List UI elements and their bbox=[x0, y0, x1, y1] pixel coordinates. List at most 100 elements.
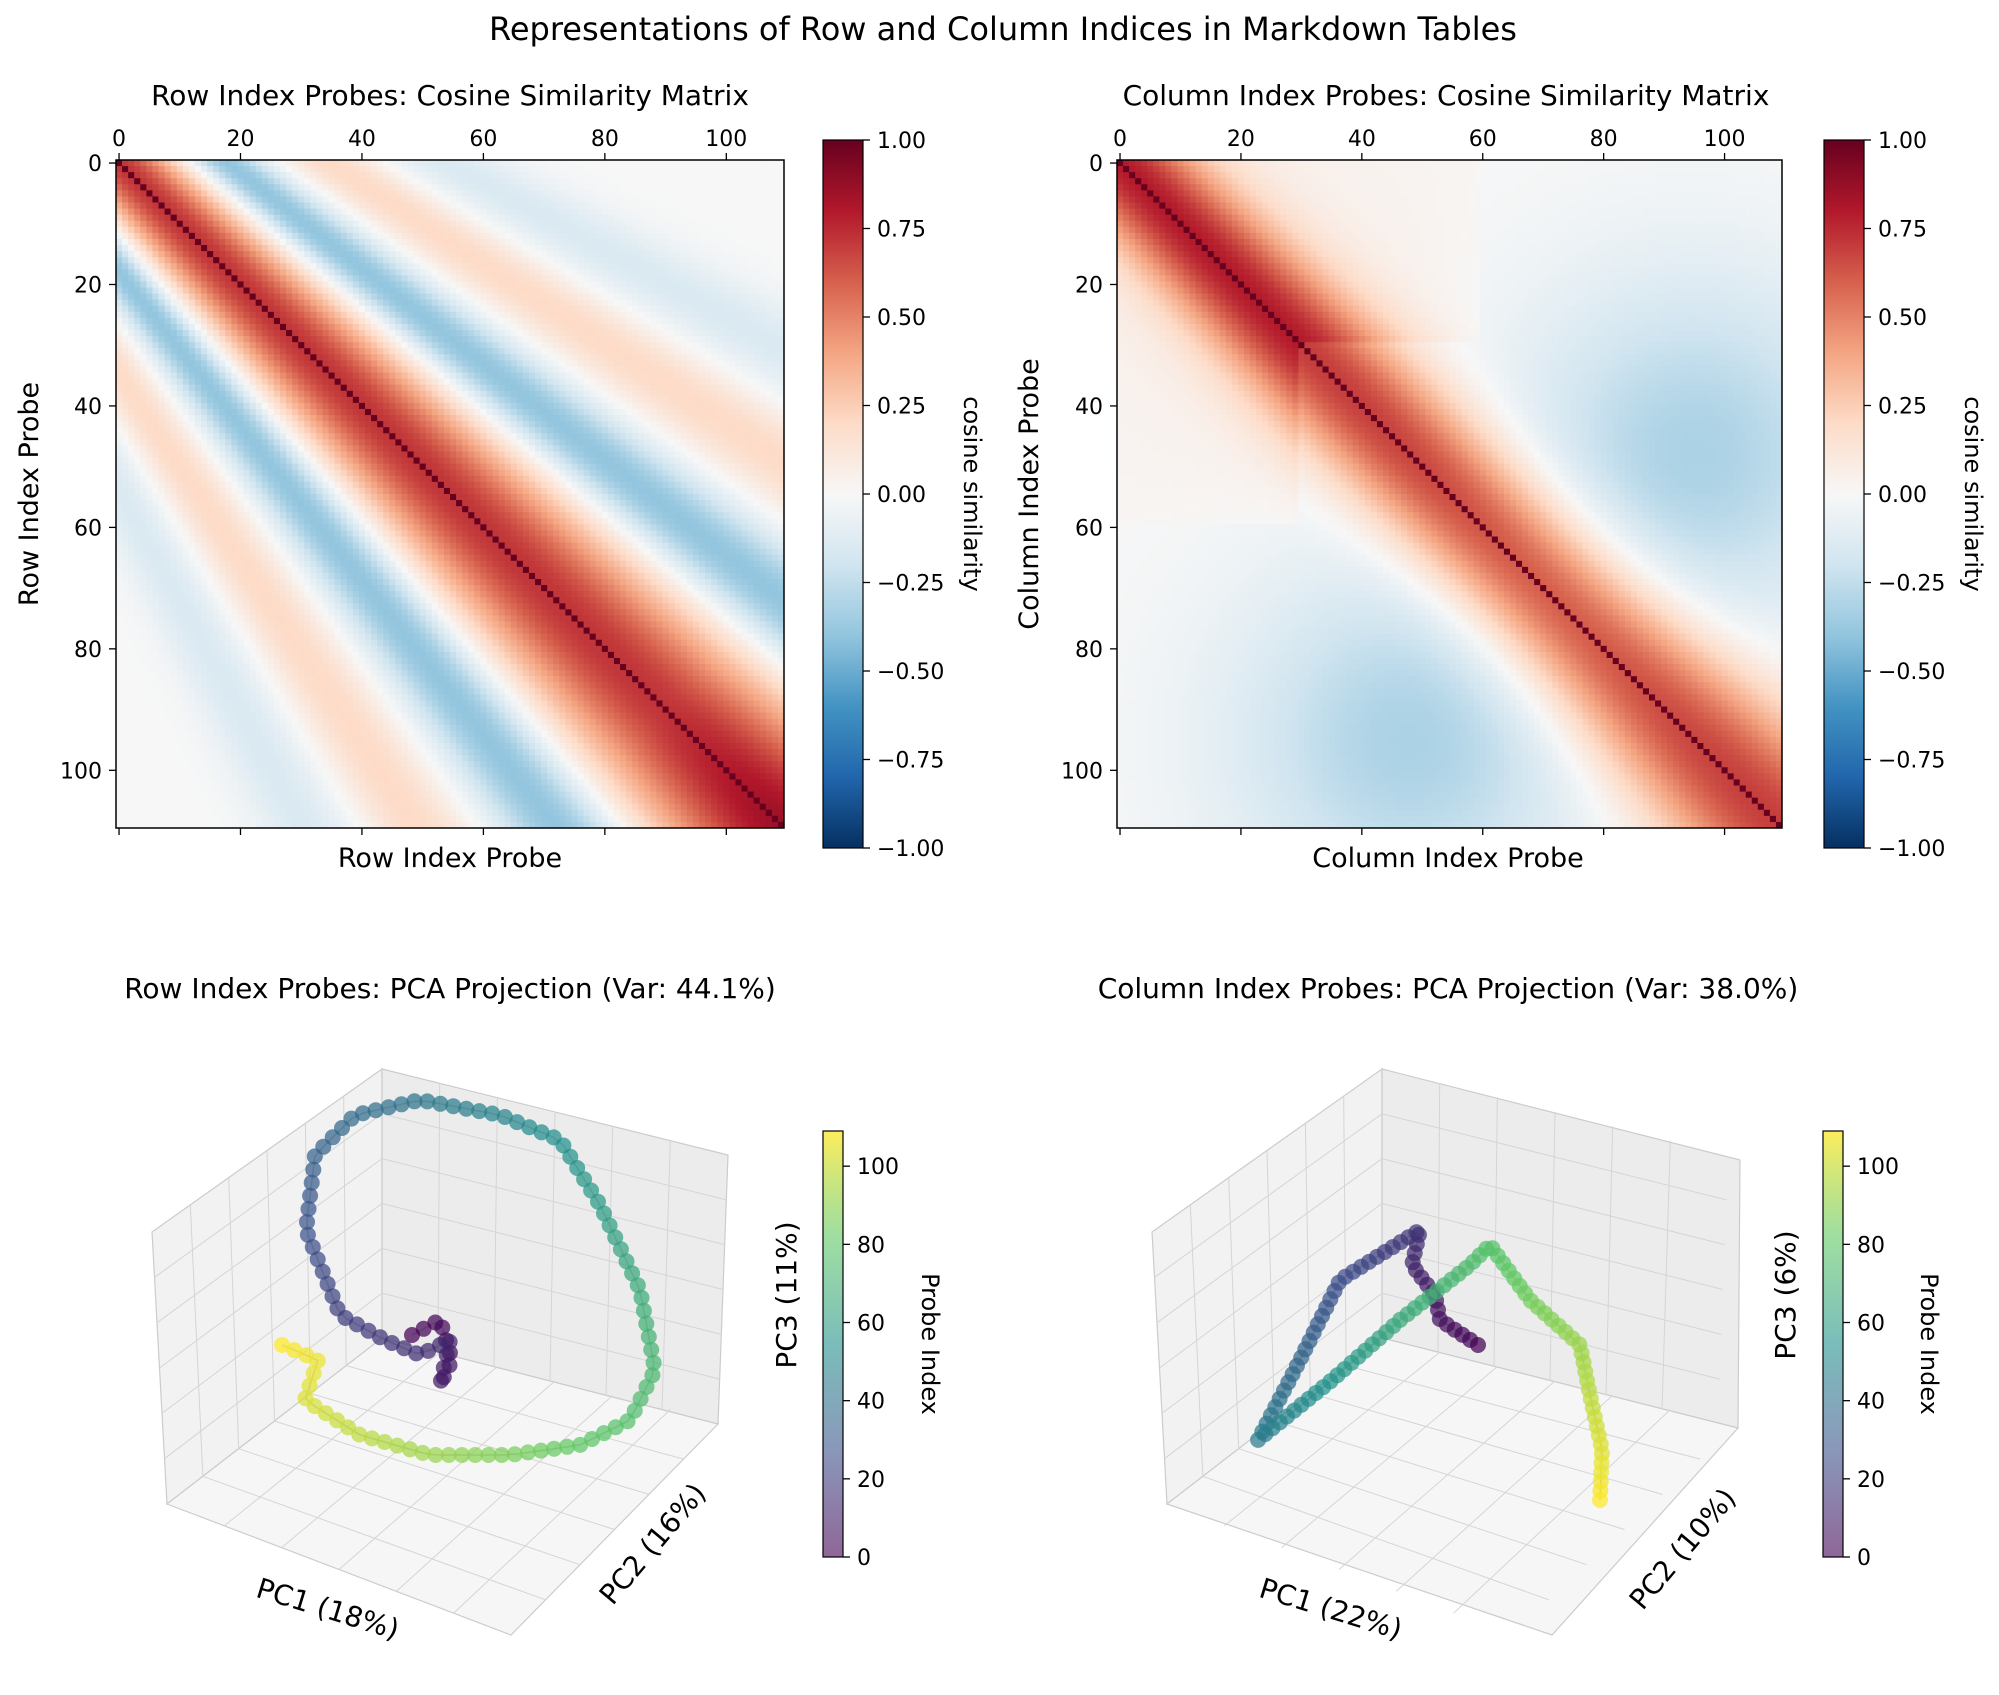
heatmap-cell bbox=[310, 233, 317, 240]
heatmap-cell bbox=[383, 227, 390, 234]
heatmap-cell bbox=[729, 166, 736, 173]
heatmap-cell bbox=[529, 178, 536, 185]
heatmap-cell bbox=[347, 172, 354, 179]
heatmap-cell bbox=[250, 166, 257, 173]
heatmap-cell bbox=[165, 190, 172, 197]
heatmap-cell bbox=[493, 227, 500, 234]
heatmap-cell bbox=[262, 239, 269, 246]
heatmap-cell bbox=[741, 160, 748, 167]
heatmap-cell bbox=[517, 160, 524, 167]
heatmap-cell bbox=[316, 178, 323, 185]
heatmap-cell bbox=[553, 184, 560, 191]
heatmap-cell bbox=[456, 245, 463, 252]
heatmap-cell bbox=[578, 160, 585, 167]
heatmap-cell bbox=[644, 184, 651, 191]
heatmap-cell bbox=[383, 160, 390, 167]
heatmap-cell bbox=[626, 178, 633, 185]
heatmap-cell bbox=[426, 221, 433, 228]
heatmap-cell bbox=[608, 160, 615, 167]
heatmap-cell bbox=[310, 251, 317, 258]
heatmap-cell bbox=[687, 172, 694, 179]
heatmap-cell bbox=[741, 184, 748, 191]
heatmap-cell bbox=[219, 245, 226, 252]
heatmap-cell bbox=[177, 239, 184, 246]
heatmap-cell bbox=[748, 227, 755, 234]
heatmap-cell bbox=[748, 190, 755, 197]
heatmap-cell bbox=[377, 251, 384, 258]
heatmap-cell bbox=[116, 245, 123, 252]
heatmap-cell bbox=[748, 184, 755, 191]
heatmap-cell bbox=[310, 227, 317, 234]
heatmap-cell bbox=[219, 251, 226, 258]
heatmap-cell bbox=[298, 245, 305, 252]
heatmap-cell bbox=[250, 184, 257, 191]
heatmap-cell bbox=[590, 209, 597, 216]
heatmap-cell bbox=[353, 184, 360, 191]
heatmap-cell bbox=[687, 221, 694, 228]
heatmap-cell bbox=[134, 172, 141, 179]
heatmap-cell bbox=[426, 239, 433, 246]
heatmap-cell bbox=[122, 203, 129, 210]
heatmap-cell bbox=[134, 251, 141, 258]
heatmap-cell bbox=[735, 239, 742, 246]
heatmap-cell bbox=[511, 227, 518, 234]
heatmap-cell bbox=[152, 227, 159, 234]
heatmap-cell bbox=[256, 160, 263, 167]
heatmap-cell bbox=[529, 203, 536, 210]
heatmap-cell bbox=[213, 233, 220, 240]
heatmap-cell bbox=[444, 190, 451, 197]
heatmap-cell bbox=[353, 203, 360, 210]
heatmap-cell bbox=[505, 221, 512, 228]
heatmap-cell bbox=[468, 209, 475, 216]
heatmap-cell bbox=[729, 196, 736, 203]
heatmap-cell bbox=[438, 196, 445, 203]
heatmap-cell bbox=[237, 227, 244, 234]
heatmap-cell bbox=[474, 160, 481, 167]
heatmap-cell bbox=[529, 196, 536, 203]
heatmap-cell bbox=[365, 239, 372, 246]
heatmap-cell bbox=[225, 209, 232, 216]
heatmap-cell bbox=[675, 233, 682, 240]
heatmap-cell bbox=[329, 239, 336, 246]
heatmap-cell bbox=[650, 245, 657, 252]
heatmap-cell bbox=[359, 172, 366, 179]
heatmap-cell bbox=[225, 215, 232, 222]
heatmap-cell bbox=[183, 227, 190, 234]
heatmap-cell bbox=[754, 190, 761, 197]
heatmap-cell bbox=[517, 172, 524, 179]
figure-title: Representations of Row and Column Indice… bbox=[489, 10, 1517, 48]
heatmap-cell bbox=[663, 227, 670, 234]
heatmap-cell bbox=[146, 239, 153, 246]
heatmap-cell bbox=[656, 196, 663, 203]
heatmap-cell bbox=[329, 245, 336, 252]
heatmap-cell bbox=[602, 160, 609, 167]
heatmap-cell bbox=[414, 184, 421, 191]
heatmap-cell bbox=[268, 203, 275, 210]
heatmap-cell bbox=[316, 251, 323, 258]
heatmap-cell bbox=[717, 209, 724, 216]
heatmap-cell bbox=[152, 233, 159, 240]
heatmap-cell bbox=[620, 178, 627, 185]
heatmap-cell bbox=[650, 203, 657, 210]
heatmap-cell bbox=[183, 166, 190, 173]
heatmap-cell bbox=[462, 239, 469, 246]
heatmap-cell bbox=[450, 233, 457, 240]
heatmap-cell bbox=[559, 184, 566, 191]
heatmap-cell bbox=[663, 245, 670, 252]
heatmap-cell bbox=[420, 160, 427, 167]
heatmap-cell bbox=[244, 172, 251, 179]
heatmap-cell bbox=[262, 251, 269, 258]
heatmap-cell bbox=[365, 209, 372, 216]
heatmap-cell bbox=[213, 215, 220, 222]
heatmap-cell bbox=[116, 215, 123, 222]
heatmap-cell bbox=[444, 215, 451, 222]
heatmap-cell bbox=[231, 233, 238, 240]
heatmap-cell bbox=[626, 215, 633, 222]
heatmap-cell bbox=[590, 215, 597, 222]
heatmap-cell bbox=[177, 196, 184, 203]
heatmap-cell bbox=[669, 209, 676, 216]
heatmap-cell bbox=[529, 190, 536, 197]
heatmap-cell bbox=[766, 184, 773, 191]
heatmap-cell bbox=[735, 196, 742, 203]
heatmap-cell bbox=[741, 215, 748, 222]
